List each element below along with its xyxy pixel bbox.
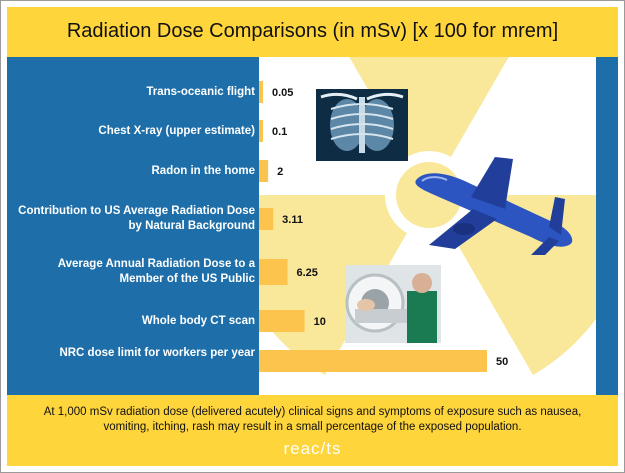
bar xyxy=(259,259,288,285)
bar xyxy=(259,160,269,182)
category-label: Contribution to US Average Radiation Dos… xyxy=(18,205,255,232)
bar xyxy=(259,81,263,103)
right-edge-panel xyxy=(596,57,618,395)
bars: 0.05 0.1 2 3.11 6.25 10 50 xyxy=(259,81,508,372)
bar-chart: 0.05 0.1 2 3.11 6.25 10 50 xyxy=(259,57,596,375)
bar xyxy=(259,120,263,142)
bar xyxy=(259,350,487,372)
footer-banner: At 1,000 mSv radiation dose (delivered a… xyxy=(7,395,618,466)
value-label: 10 xyxy=(314,316,326,328)
category-label: Average Annual Radiation Dose to a Membe… xyxy=(57,258,255,285)
chart-title: Radiation Dose Comparisons (in mSv) [x 1… xyxy=(66,20,559,42)
category-label: Trans-oceanic flight xyxy=(146,85,255,98)
category-label: Radon in the home xyxy=(151,164,256,177)
value-label: 0.1 xyxy=(272,126,287,138)
value-label: 2 xyxy=(277,166,283,178)
footer-note: At 1,000 mSv radiation dose (delivered a… xyxy=(43,406,582,433)
category-label: Whole body CT scan xyxy=(141,314,255,327)
value-label: 6.25 xyxy=(297,267,318,279)
value-label: 50 xyxy=(496,356,508,368)
chest-xray-image xyxy=(316,89,408,161)
bar xyxy=(259,310,305,332)
value-label: 3.11 xyxy=(282,214,303,226)
category-label: Chest X-ray (upper estimate) xyxy=(98,124,255,137)
plot-area: 0.05 0.1 2 3.11 6.25 10 50 xyxy=(259,57,596,395)
bar xyxy=(259,208,274,230)
airplane-image xyxy=(415,157,573,255)
title-banner: Radiation Dose Comparisons (in mSv) [x 1… xyxy=(7,7,618,57)
reacts-logo: reac/ts xyxy=(283,439,342,458)
value-label: 0.05 xyxy=(272,87,293,99)
ct-scanner-photo xyxy=(345,265,441,343)
category-panel xyxy=(7,57,259,395)
category-label: NRC dose limit for workers per year xyxy=(59,347,255,359)
